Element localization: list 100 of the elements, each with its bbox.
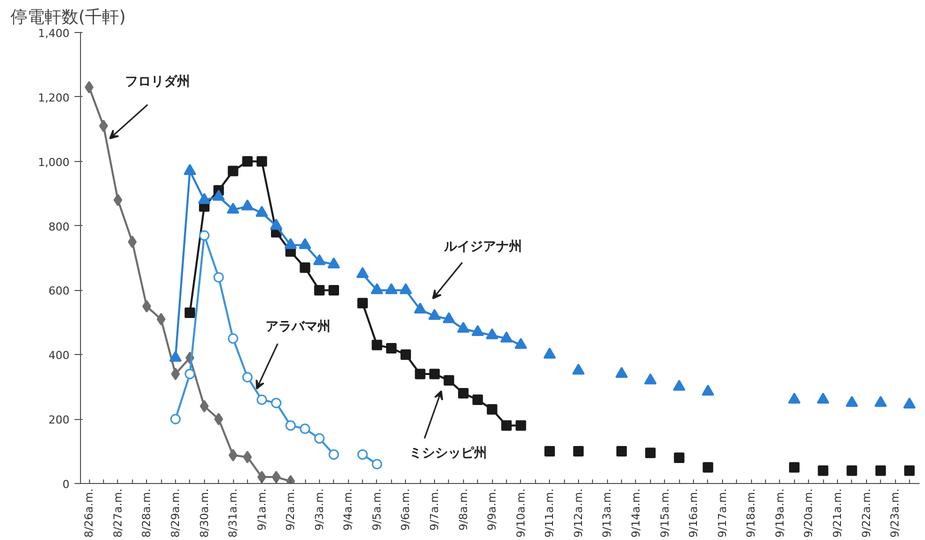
point (442, 312, 456, 324)
point (313, 254, 326, 266)
y-tick-label: 800 (48, 220, 70, 234)
point (213, 272, 224, 283)
y-tick-label: 400 (48, 349, 70, 362)
x-tick-label: 9/23a.m. (888, 488, 902, 538)
point (385, 283, 398, 294)
point (241, 199, 254, 210)
point (672, 380, 686, 391)
point (674, 452, 684, 463)
point (486, 404, 498, 415)
point (285, 420, 296, 431)
point (645, 448, 656, 458)
point (615, 366, 628, 378)
point (573, 446, 584, 457)
point (184, 308, 196, 318)
point (846, 396, 858, 407)
point (256, 206, 268, 217)
x-tick-label: 9/13a.m. (600, 488, 614, 538)
point (214, 412, 224, 426)
point (372, 340, 382, 350)
point (544, 446, 555, 457)
y-axis-title: 停電軒数(千軒) (10, 8, 126, 28)
point (486, 328, 498, 340)
x-tick-label: 8/30a.m. (198, 488, 211, 538)
x-tick-label: 9/5a.m. (370, 488, 384, 531)
point (142, 300, 152, 313)
x-tick-label: 9/12a.m. (572, 488, 585, 538)
x-tick-label: 8/26a.m. (82, 488, 96, 538)
point (300, 423, 310, 434)
point (270, 218, 282, 230)
point (272, 470, 281, 484)
x-tick-label: 9/21a.m. (830, 488, 844, 538)
point (328, 284, 340, 296)
x-tick-label: 9/14a.m. (629, 488, 642, 538)
point (300, 262, 310, 273)
point (298, 238, 312, 250)
x-tick-label: 9/15a.m. (658, 488, 672, 538)
x-tick-label: 9/18a.m. (744, 488, 758, 538)
point (156, 312, 166, 326)
point (198, 192, 211, 204)
point (543, 348, 556, 359)
point (514, 338, 528, 349)
x-tick-label: 8/28a.m. (140, 488, 154, 538)
point (472, 394, 483, 405)
point (199, 230, 210, 241)
point (400, 349, 411, 360)
point (184, 368, 196, 380)
point (875, 465, 886, 476)
y-tick-label: 200 (48, 414, 70, 427)
point (457, 322, 470, 333)
point (874, 396, 887, 407)
point (414, 302, 426, 314)
point (242, 372, 253, 382)
point (242, 156, 253, 167)
point (702, 462, 714, 473)
point (471, 324, 484, 336)
x-tick-label: 9/7a.m. (428, 488, 442, 531)
point (386, 342, 397, 354)
y-tick-label: 1,400 (38, 27, 70, 40)
x-tick-label: 8/29a.m. (168, 488, 182, 538)
y-tick-label: 600 (48, 284, 70, 298)
point (270, 398, 282, 408)
x-tick-label: 9/20a.m. (802, 488, 816, 538)
point (200, 400, 209, 412)
x-tick-label: 9/8a.m. (456, 488, 470, 531)
x-tick-label: 9/22a.m. (860, 488, 873, 538)
x-tick-label: 9/17a.m. (716, 488, 729, 538)
point (904, 465, 915, 476)
point (372, 458, 382, 470)
point (370, 283, 384, 294)
x-tick-label: 9/3a.m. (312, 488, 326, 531)
point (257, 470, 266, 484)
series-label: ミシシッピ州 (408, 446, 487, 462)
point (516, 420, 526, 431)
x-tick-label: 9/11a.m. (543, 488, 556, 538)
text: フロリダ州 (125, 74, 190, 90)
point (328, 257, 340, 268)
x-tick-label: 8/27a.m. (111, 488, 124, 538)
point (284, 238, 297, 250)
point (226, 202, 240, 214)
y-tick-label: 0 (62, 478, 70, 491)
point (314, 284, 325, 296)
x-tick-label: 9/19a.m. (773, 488, 786, 538)
point (170, 414, 181, 424)
point (501, 420, 512, 431)
point (500, 331, 513, 342)
text: アラバマ州 (265, 320, 330, 335)
point (816, 392, 830, 404)
point (429, 368, 440, 380)
x-tick-label: 9/1a.m. (255, 488, 268, 531)
point (399, 283, 412, 294)
x-tick-label: 9/9a.m. (486, 488, 499, 531)
point (788, 392, 801, 404)
point (572, 364, 585, 375)
x-tick-label: 8/31a.m. (226, 488, 240, 538)
point (444, 375, 454, 386)
point (256, 156, 268, 167)
point (644, 373, 657, 384)
point (414, 368, 426, 380)
